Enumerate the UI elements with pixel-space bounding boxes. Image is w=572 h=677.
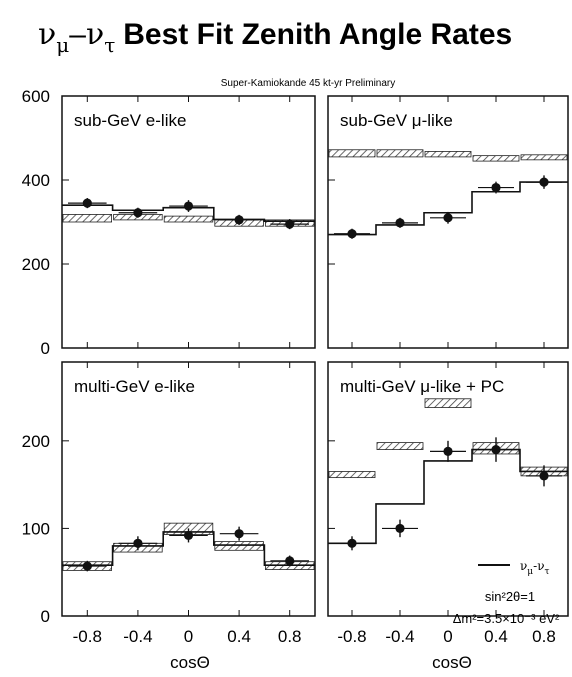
data-point [285,556,295,566]
data-point [133,538,143,548]
y-tick-label: 0 [41,607,50,626]
data-point [82,561,92,571]
x-tick-label: 0.4 [227,627,251,646]
y-tick-label: 600 [22,87,50,106]
chart-panel: multi-GeV e-like -0.8 -0.4 0 0.4 0.8 0 100 200 [22,361,316,646]
figure-title: νμ–ντ Best Fit Zenith Angle Rates [38,17,512,57]
mc-no-oscillation-box [328,149,376,158]
x-tick-label: 0.4 [484,627,508,646]
data-point [183,530,194,541]
best-fit-step-line [328,181,568,236]
panel-title: multi-GeV e-like [74,377,195,396]
panel-frame [61,361,316,617]
y-tick-label: 200 [22,255,50,274]
panel-group: sub-GeV e-like 0 200 400 600 sub-GeV μ-like mu… [22,87,569,646]
data-point [183,201,194,211]
mc-no-oscillation-box [163,215,214,223]
x-tick-label: 0 [184,627,193,646]
legend-line-label: νμ-ντ [520,559,550,577]
x-axis-label-left: cosΘ [170,653,210,672]
y-tick-label: 400 [22,171,50,190]
mc-no-oscillation-box [62,214,112,223]
data-point [491,182,501,193]
legend-mass-splitting: Δm²=3.5×10⁻³ eV² [453,611,560,626]
mc-no-oscillation-box [424,398,472,408]
data-point [234,529,244,539]
chart-panel: sub-GeV e-like 0 200 400 600 [22,87,316,358]
x-tick-label: 0 [443,627,452,646]
data-point [443,446,453,456]
mc-no-oscillation-box [472,155,520,162]
chart-panel: multi-GeV μ-like + PC -0.8 -0.4 0 0.4 0.8 [327,361,569,646]
x-tick-label: -0.4 [385,627,414,646]
legend-mixing-angle: sin²2θ=1 [485,589,535,604]
mc-no-oscillation-box [424,151,472,158]
data-point [395,523,405,534]
panel-title: sub-GeV μ-like [340,111,453,130]
mc-no-oscillation-box [520,154,568,161]
data-point [539,471,549,481]
panel-title: multi-GeV μ-like + PC [340,377,504,396]
figure-subtitle: Super-Kamiokande 45 kt-yr Preliminary [221,78,396,89]
x-tick-label: -0.4 [123,627,152,646]
data-point [234,215,244,225]
best-fit-step-line [328,448,568,545]
x-tick-label: 0.8 [532,627,556,646]
data-point [539,177,549,187]
data-point [82,198,92,208]
x-tick-label: 0.8 [278,627,302,646]
data-point [347,538,357,548]
y-tick-label: 100 [22,519,50,538]
data-point [347,229,357,239]
y-tick-label: 0 [41,339,50,358]
mc-no-oscillation-box [214,541,264,551]
data-point [491,444,501,455]
mc-no-oscillation-box [376,149,424,158]
data-point [133,208,143,218]
legend: νμ-ντ sin²2θ=1 Δm²=3.5×10⁻³ eV² [453,559,560,626]
x-tick-label: -0.8 [73,627,102,646]
y-tick-label: 200 [22,432,50,451]
x-tick-label: -0.8 [337,627,366,646]
data-point [285,219,295,229]
x-axis-label-right: cosΘ [432,653,472,672]
mc-no-oscillation-box [328,471,376,479]
chart-panel: sub-GeV μ-like [327,95,569,349]
panel-title: sub-GeV e-like [74,111,186,130]
data-point [395,218,405,228]
mc-no-oscillation-box [376,442,424,450]
data-point [443,213,453,223]
